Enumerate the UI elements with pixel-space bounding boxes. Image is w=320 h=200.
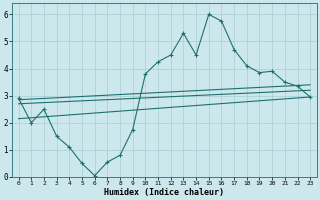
X-axis label: Humidex (Indice chaleur): Humidex (Indice chaleur) (104, 188, 224, 197)
